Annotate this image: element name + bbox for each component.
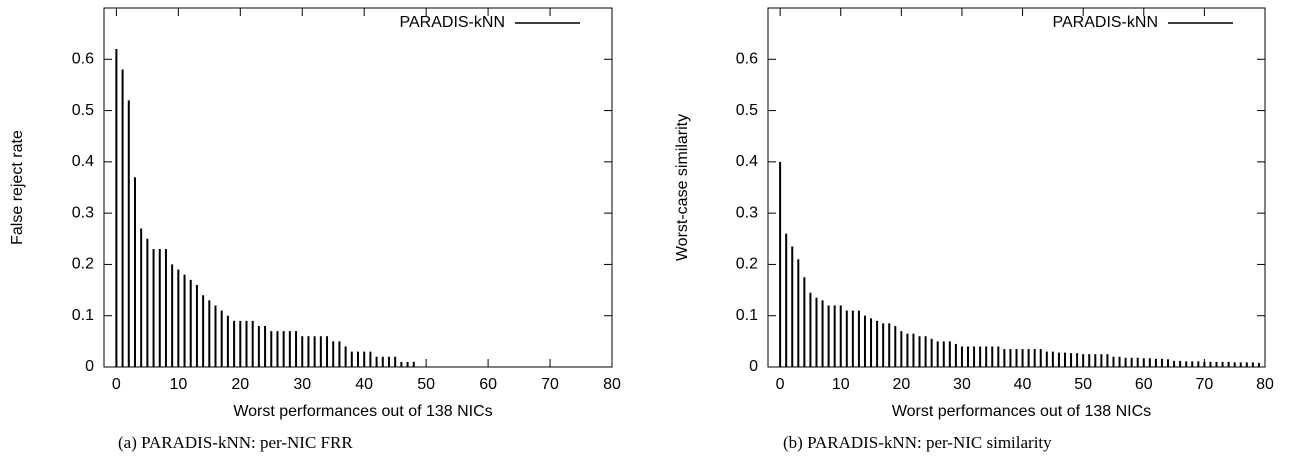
y-tick-label: 0.3 bbox=[72, 204, 94, 221]
x-tick-label: 70 bbox=[541, 376, 559, 393]
x-tick-label: 60 bbox=[479, 376, 497, 393]
legend-label: PARADIS-kNN bbox=[1053, 14, 1159, 31]
y-tick-label: 0.6 bbox=[736, 51, 758, 68]
x-tick-label: 80 bbox=[1256, 376, 1274, 393]
legend-label: PARADIS-kNN bbox=[400, 14, 506, 31]
plot-frame bbox=[767, 7, 1266, 368]
x-axis-label: Worst performances out of 138 NICs bbox=[892, 403, 1151, 420]
y-tick-label: 0.4 bbox=[72, 153, 94, 170]
y-tick-label: 0.5 bbox=[736, 102, 758, 119]
x-tick-label: 30 bbox=[293, 376, 311, 393]
x-tick-label: 50 bbox=[1074, 376, 1092, 393]
y-tick-label: 0.6 bbox=[72, 51, 94, 68]
y-axis-label: Worst-case similarity bbox=[674, 114, 691, 261]
y-tick-label: 0.2 bbox=[72, 256, 94, 273]
y-tick-label: 0 bbox=[85, 358, 94, 375]
y-tick-label: 0 bbox=[749, 358, 758, 375]
x-tick-label: 70 bbox=[1195, 376, 1213, 393]
x-tick-label: 50 bbox=[417, 376, 435, 393]
x-tick-label: 40 bbox=[355, 376, 373, 393]
y-tick-label: 0.1 bbox=[736, 307, 758, 324]
x-axis-label: Worst performances out of 138 NICs bbox=[233, 403, 492, 420]
x-tick-label: 30 bbox=[953, 376, 971, 393]
x-tick-label: 0 bbox=[776, 376, 785, 393]
x-tick-label: 0 bbox=[112, 376, 121, 393]
x-tick-label: 10 bbox=[169, 376, 187, 393]
y-tick-label: 0.5 bbox=[72, 102, 94, 119]
x-tick-label: 20 bbox=[231, 376, 249, 393]
x-tick-label: 20 bbox=[892, 376, 910, 393]
x-tick-label: 10 bbox=[832, 376, 850, 393]
y-axis-label: False reject rate bbox=[9, 130, 26, 245]
x-tick-label: 60 bbox=[1135, 376, 1153, 393]
plot-frame bbox=[103, 7, 613, 368]
y-tick-label: 0.4 bbox=[736, 153, 758, 170]
x-tick-label: 80 bbox=[603, 376, 621, 393]
y-tick-label: 0.3 bbox=[736, 204, 758, 221]
y-tick-label: 0.2 bbox=[736, 256, 758, 273]
x-tick-label: 40 bbox=[1014, 376, 1032, 393]
y-tick-label: 0.1 bbox=[72, 307, 94, 324]
caption: (b) PARADIS-kNN: per-NIC similarity bbox=[783, 433, 1052, 452]
caption: (a) PARADIS-kNN: per-NIC FRR bbox=[118, 433, 353, 452]
